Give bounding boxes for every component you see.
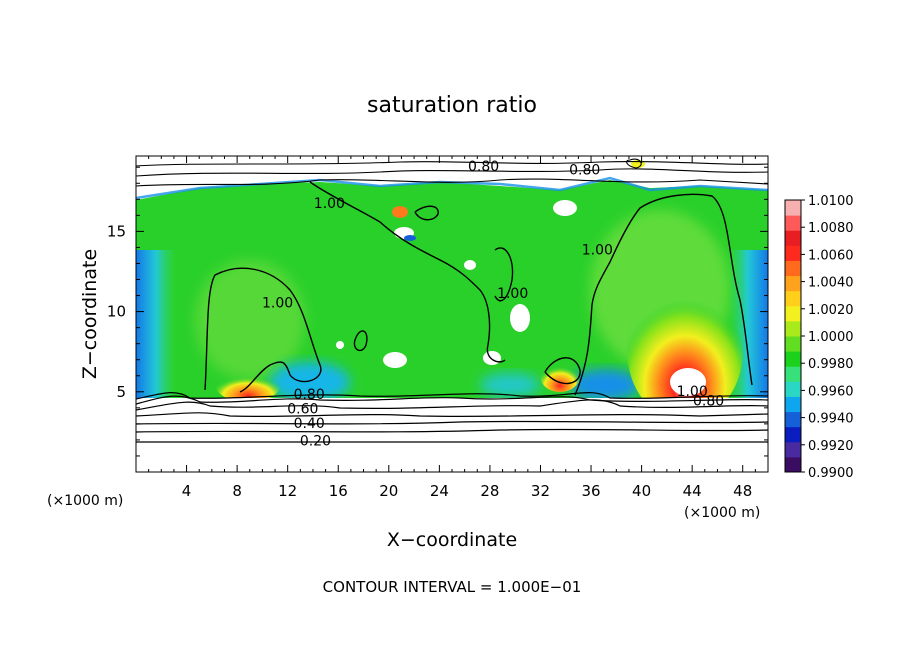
- left-dry-edge: [136, 250, 176, 400]
- colorbar-cell: [785, 351, 801, 367]
- y-axis-title: Z−coordinate: [79, 249, 101, 379]
- low-contours: [136, 392, 768, 443]
- x-tick-label: 24: [430, 482, 449, 500]
- colorbar-tick-label: 1.0060: [808, 248, 854, 263]
- contour-labels: 0.200.400.600.800.80 0.801.001.001.001.00…: [262, 159, 724, 450]
- colorbar-tick-label: 1.0020: [808, 303, 854, 318]
- colorbar-cell: [785, 441, 801, 458]
- colorbar-tick-label: 0.9940: [808, 412, 854, 427]
- x-tick-label: 16: [329, 482, 348, 500]
- colorbar-cell: [785, 411, 801, 428]
- colorbar-cell: [785, 215, 801, 231]
- colorbar-tick-label: 1.0040: [808, 276, 854, 291]
- x-tick-label: 48: [733, 482, 752, 500]
- colorbar-tick-label: 0.9960: [808, 384, 854, 399]
- colorbar-cell: [785, 320, 801, 337]
- x-tick-label: 32: [531, 482, 550, 500]
- contour-label: 0.80: [294, 387, 325, 403]
- dry-patch: [480, 373, 540, 397]
- contour-label: 1.00: [497, 286, 528, 302]
- x-tick-label: 12: [278, 482, 297, 500]
- colorbar-cells: [785, 200, 801, 473]
- contour-label: 0.40: [294, 416, 325, 432]
- y-axis-ticks: 5 10 15: [107, 166, 768, 457]
- x-tick-label: 44: [683, 482, 702, 500]
- light-green-patch: [195, 260, 305, 380]
- colorbar-cell: [785, 245, 801, 261]
- colorbar-cell: [785, 396, 801, 413]
- x-tick-label: 8: [232, 482, 242, 500]
- upper-dry-layer: [136, 156, 768, 196]
- contour-label: 1.00: [677, 384, 708, 400]
- x-axis-ticks: 4 8 12 16 20 24 28 32 36 40 44 48: [148, 156, 756, 500]
- contour-interval-note: CONTOUR INTERVAL = 1.000E−01: [323, 578, 582, 596]
- x-tick-label: 28: [480, 482, 499, 500]
- colorbar-cell: [785, 336, 801, 352]
- contour-label: 0.80: [569, 162, 600, 178]
- plot-field: [136, 156, 768, 472]
- white-core-x44: [670, 368, 706, 396]
- small-orange-spot: [392, 206, 408, 218]
- colorbar-tick-label: 0.9900: [808, 466, 854, 481]
- contour-label: 0.80: [468, 159, 499, 175]
- y-tick-label: 15: [107, 222, 126, 240]
- unity-contours: [204, 181, 753, 396]
- upper-contours: [136, 158, 768, 187]
- colorbar-tick-label: 1.0000: [808, 330, 854, 345]
- colorbar: 1.0100 1.0080 1.0060 1.0040 1.0020 1.0000 0.99…: [784, 194, 854, 481]
- contour-label: 0.80: [693, 393, 724, 409]
- contour-label: 1.00: [262, 296, 293, 312]
- x-unit-right: (×1000 m): [684, 505, 760, 521]
- y-tick-label: 5: [116, 383, 126, 401]
- chart-title: saturation ratio: [367, 93, 537, 118]
- dry-speckle: [336, 341, 344, 349]
- colorbar-cell: [785, 381, 801, 397]
- lower-dry-layer: [136, 398, 768, 472]
- x-tick-label: 40: [632, 482, 651, 500]
- x-unit-left: (×1000 m): [47, 493, 123, 509]
- colorbar-cell: [785, 230, 801, 246]
- x-tick-label: 4: [182, 482, 192, 500]
- x-tick-label: 36: [581, 482, 600, 500]
- colorbar-cell: [785, 290, 801, 307]
- x-tick-label: 20: [379, 482, 398, 500]
- contour-label: 0.60: [287, 401, 318, 417]
- dry-patch: [270, 362, 350, 402]
- colorbar-cell: [785, 366, 801, 382]
- colorbar-cell: [785, 260, 801, 277]
- dry-speckle: [383, 352, 407, 368]
- dry-speckle: [464, 260, 476, 270]
- x-axis-title: X−coordinate: [387, 529, 517, 551]
- colorbar-ticks: 1.0100 1.0080 1.0060 1.0040 1.0020 1.0000 0.99…: [801, 194, 854, 481]
- colorbar-cell: [785, 275, 801, 292]
- colorbar-tick-label: 1.0100: [808, 194, 854, 209]
- colorbar-tick-label: 0.9920: [808, 439, 854, 454]
- contour-label: 0.20: [300, 434, 331, 450]
- contour-label: 1.00: [314, 196, 345, 212]
- dry-speckle: [553, 200, 577, 216]
- colorbar-tick-label: 1.0080: [808, 221, 854, 236]
- colorbar-tick-label: 0.9980: [808, 357, 854, 372]
- y-tick-label: 10: [107, 303, 126, 321]
- plume-x34: [540, 360, 580, 392]
- plume-x44: [627, 278, 743, 422]
- colorbar-cell: [785, 305, 801, 322]
- contour-label: 1.00: [582, 243, 613, 259]
- dry-speckle: [404, 235, 416, 241]
- dry-speckle: [483, 351, 501, 365]
- colorbar-cell: [785, 456, 801, 473]
- colorbar-cell: [785, 200, 801, 216]
- dry-speckle: [510, 304, 530, 332]
- colorbar-cell: [785, 426, 801, 443]
